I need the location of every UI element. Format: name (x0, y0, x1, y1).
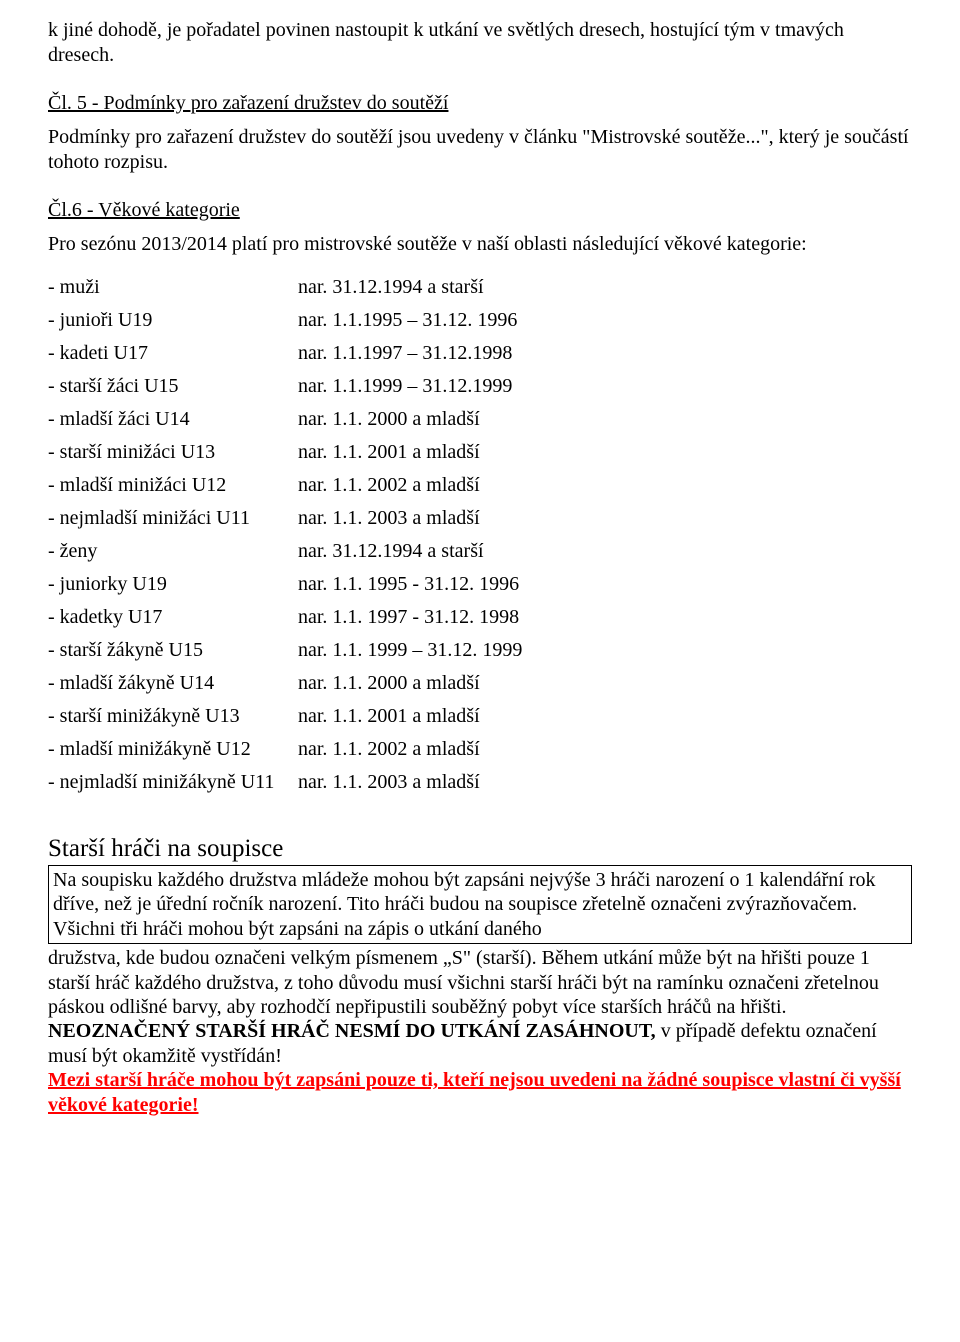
category-label: - ženy (48, 535, 298, 568)
category-value: nar. 1.1. 1999 – 31.12. 1999 (298, 634, 522, 667)
section-6-heading: Čl.6 - Věkové kategorie (48, 199, 912, 222)
box-paragraph: Na soupisku každého družstva mládeže moh… (53, 868, 907, 941)
category-value: nar. 1.1. 2002 a mladší (298, 733, 522, 766)
category-row: - ženynar. 31.12.1994 a starší (48, 535, 522, 568)
age-category-table: - mužinar. 31.12.1994 a starší - junioři… (48, 271, 522, 799)
category-label: - juniorky U19 (48, 568, 298, 601)
section-5-paragraph: Podmínky pro zařazení družstev do soutěž… (48, 125, 912, 175)
category-label: - mladší minižákyně U12 (48, 733, 298, 766)
category-value: nar. 1.1. 2003 a mladší (298, 502, 522, 535)
bold-warning: NEOZNAČENÝ STARŠÍ HRÁČ NESMÍ DO UTKÁNÍ Z… (48, 1020, 661, 1042)
category-row: - starší žáci U15nar. 1.1.1999 – 31.12.1… (48, 370, 522, 403)
category-row: - mladší minižákyně U12nar. 1.1. 2002 a … (48, 733, 522, 766)
category-value: nar. 1.1.1995 – 31.12. 1996 (298, 304, 522, 337)
category-value: nar. 31.12.1994 a starší (298, 535, 522, 568)
category-value: nar. 31.12.1994 a starší (298, 271, 522, 304)
category-value: nar. 1.1. 2003 a mladší (298, 766, 522, 799)
category-label: - mladší minižáci U12 (48, 469, 298, 502)
category-label: - nejmladší minižáci U11 (48, 502, 298, 535)
red-warning: Mezi starší hráče mohou být zapsáni pouz… (48, 1069, 901, 1115)
older-players-continuation: družstva, kde budou označeni velkým písm… (48, 946, 912, 1117)
category-row: - kadetky U17nar. 1.1. 1997 - 31.12. 199… (48, 601, 522, 634)
category-label: - nejmladší minižákyně U11 (48, 766, 298, 799)
category-value: nar. 1.1. 2000 a mladší (298, 403, 522, 436)
category-row: - starší minižáci U13nar. 1.1. 2001 a ml… (48, 436, 522, 469)
category-value: nar. 1.1. 2002 a mladší (298, 469, 522, 502)
category-row: - mladší minižáci U12nar. 1.1. 2002 a ml… (48, 469, 522, 502)
category-row: - mladší žákyně U14nar. 1.1. 2000 a mlad… (48, 667, 522, 700)
category-row: - kadeti U17nar. 1.1.1997 – 31.12.1998 (48, 337, 522, 370)
category-label: - starší žákyně U15 (48, 634, 298, 667)
older-players-box: Na soupisku každého družstva mládeže moh… (48, 865, 912, 944)
category-row: - nejmladší minižákyně U11nar. 1.1. 2003… (48, 766, 522, 799)
category-label: - kadetky U17 (48, 601, 298, 634)
category-label: - mladší žákyně U14 (48, 667, 298, 700)
category-label: - starší minižáci U13 (48, 436, 298, 469)
category-value: nar. 1.1. 2001 a mladší (298, 436, 522, 469)
section-5-heading: Čl. 5 - Podmínky pro zařazení družstev d… (48, 92, 912, 115)
category-label: - muži (48, 271, 298, 304)
category-value: nar. 1.1. 1997 - 31.12. 1998 (298, 601, 522, 634)
category-row: - mužinar. 31.12.1994 a starší (48, 271, 522, 304)
category-value: nar. 1.1.1999 – 31.12.1999 (298, 370, 522, 403)
category-value: nar. 1.1. 2000 a mladší (298, 667, 522, 700)
category-label: - mladší žáci U14 (48, 403, 298, 436)
category-label: - starší minižákyně U13 (48, 700, 298, 733)
post-text-1: družstva, kde budou označeni velkým písm… (48, 947, 879, 1018)
category-label: - starší žáci U15 (48, 370, 298, 403)
category-row: - mladší žáci U14nar. 1.1. 2000 a mladší (48, 403, 522, 436)
section-6-paragraph: Pro sezónu 2013/2014 platí pro mistrovsk… (48, 232, 912, 257)
category-label: - junioři U19 (48, 304, 298, 337)
category-row: - junioři U19nar. 1.1.1995 – 31.12. 1996 (48, 304, 522, 337)
intro-paragraph: k jiné dohodě, je pořadatel povinen nast… (48, 18, 912, 68)
category-row: - starší minižákyně U13nar. 1.1. 2001 a … (48, 700, 522, 733)
category-label: - kadeti U17 (48, 337, 298, 370)
category-row: - juniorky U19nar. 1.1. 1995 - 31.12. 19… (48, 568, 522, 601)
category-value: nar. 1.1.1997 – 31.12.1998 (298, 337, 522, 370)
category-value: nar. 1.1. 1995 - 31.12. 1996 (298, 568, 522, 601)
category-row: - starší žákyně U15nar. 1.1. 1999 – 31.1… (48, 634, 522, 667)
category-row: - nejmladší minižáci U11nar. 1.1. 2003 a… (48, 502, 522, 535)
older-players-heading: Starší hráči na soupisce (48, 835, 912, 863)
category-value: nar. 1.1. 2001 a mladší (298, 700, 522, 733)
